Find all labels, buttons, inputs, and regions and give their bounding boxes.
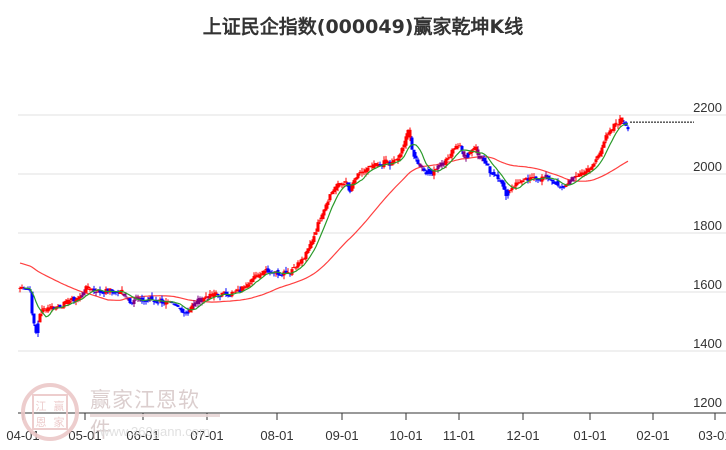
x-tick-label: 10-01 — [389, 428, 423, 443]
y-tick-label: 1200 — [693, 395, 722, 410]
chart-title: 上证民企指数(000049)赢家乾坤K线 — [202, 16, 524, 38]
y-tick-label: 1600 — [693, 277, 722, 292]
x-tick-label: 06-01 — [126, 428, 160, 443]
ma-fast-line — [23, 123, 628, 318]
y-tick-label: 1400 — [693, 336, 722, 351]
x-tick-label: 02-01 — [636, 428, 670, 443]
x-axis — [18, 412, 726, 420]
x-tick-label: 03-01 — [698, 428, 726, 443]
y-tick-label: 1800 — [693, 218, 722, 233]
candlesticks — [18, 114, 630, 337]
gridlines — [18, 114, 726, 352]
y-tick-label: 2200 — [693, 100, 722, 115]
x-tick-label: 11-01 — [442, 428, 476, 443]
x-tick-label: 12-01 — [506, 428, 540, 443]
x-tick-label: 01-01 — [573, 428, 607, 443]
x-tick-label: 05-01 — [68, 428, 102, 443]
x-tick-label: 08-01 — [260, 428, 294, 443]
ma-slow-line — [19, 156, 629, 303]
x-tick-label: 04-01 — [6, 428, 40, 443]
x-tick-label: 07-01 — [190, 428, 224, 443]
y-tick-label: 2000 — [693, 159, 722, 174]
x-tick-label: 09-01 — [325, 428, 359, 443]
